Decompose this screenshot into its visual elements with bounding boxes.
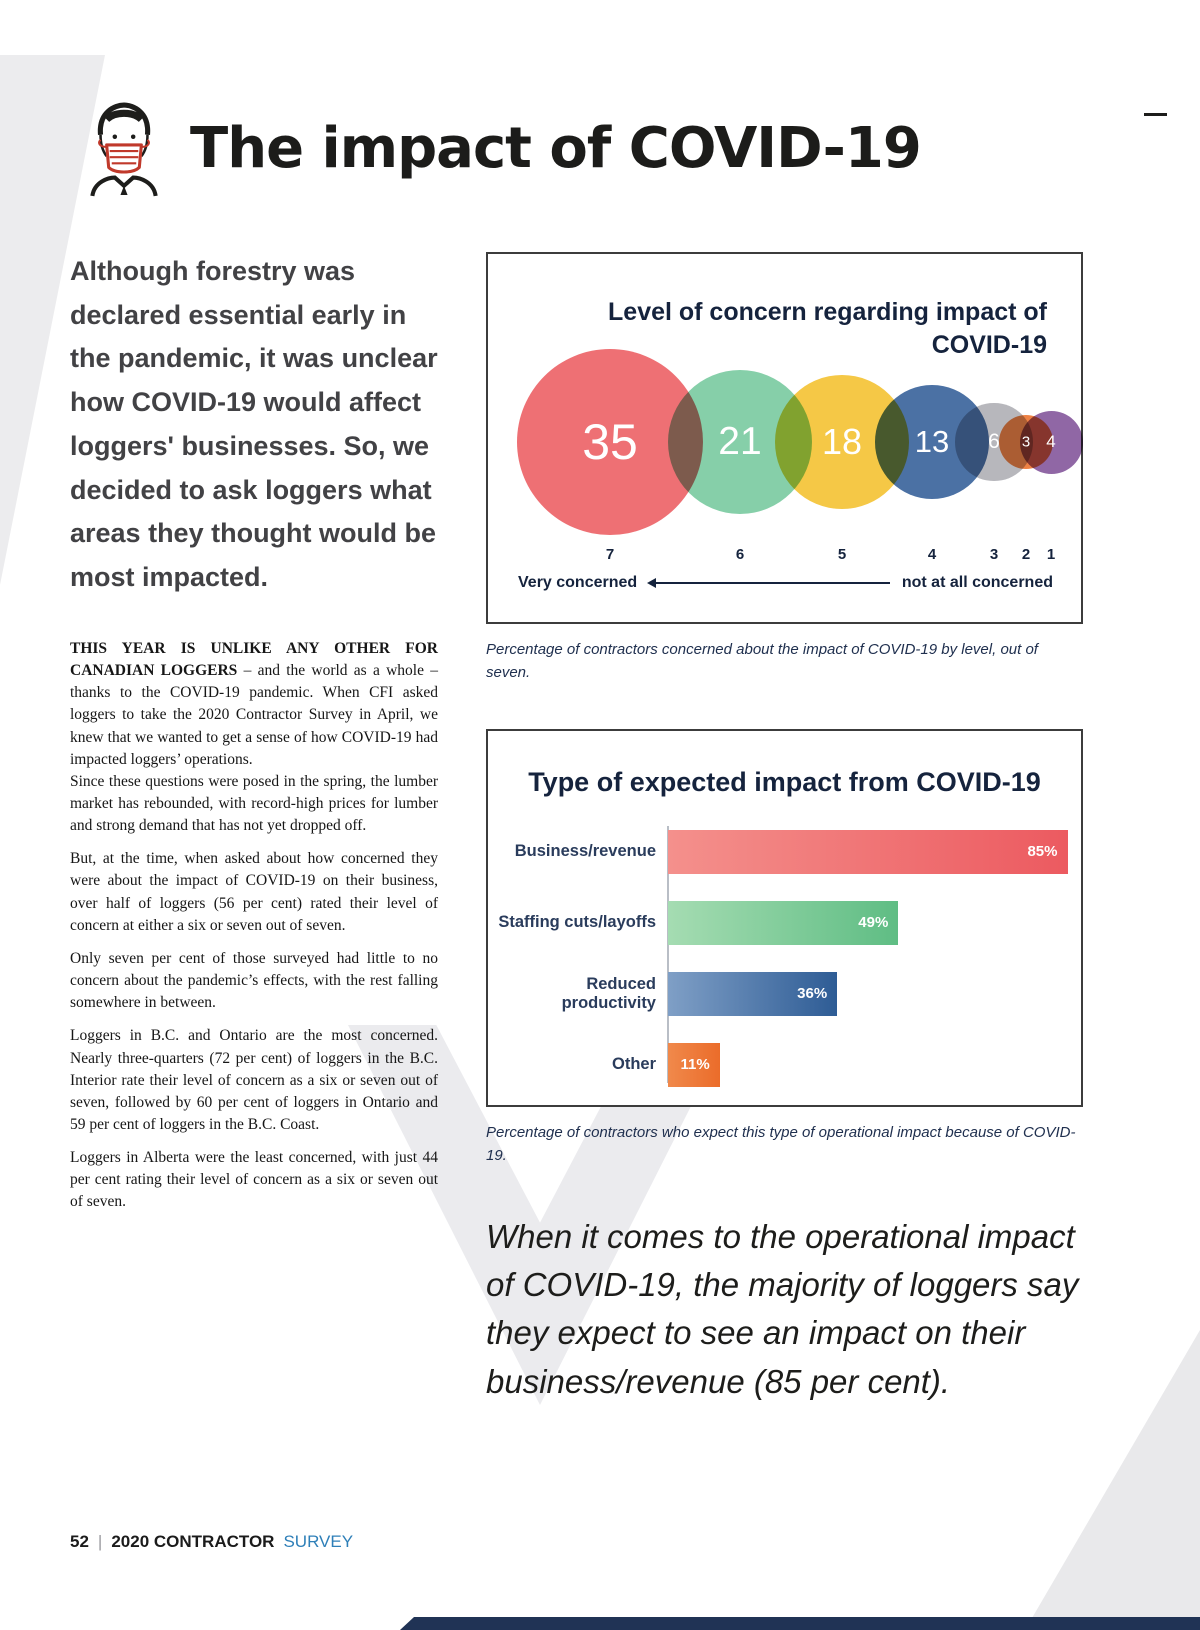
bar-chart-box: Type of expected impact from COVID-19 Bu…	[486, 728, 1083, 1107]
masked-face-icon	[84, 100, 164, 203]
bar-row: Staffing cuts/layoffs 49%	[498, 900, 1081, 945]
body-paragraph: But, at the time, when asked about how c…	[70, 850, 438, 934]
bar: 11%	[668, 1042, 720, 1087]
publication-section: SURVEY	[283, 1532, 354, 1551]
page-footer: 52 | 2020 CONTRACTOR SURVEY	[70, 1532, 353, 1552]
bottom-accent-bar	[400, 1617, 1200, 1630]
bubble-value: 4	[1046, 432, 1056, 451]
body-paragraph: Since these questions were posed in the …	[70, 772, 438, 835]
intro-text: Although forestry was declared essential…	[70, 256, 438, 593]
bubble-axis-tick: 5	[837, 546, 847, 563]
lead-caps-text: THIS YEAR IS UNLIKE ANY OTHER FOR CANADI…	[70, 639, 438, 680]
page-title: The impact of COVID-19	[190, 116, 922, 181]
bar-track: 36%	[668, 971, 1081, 1016]
bubble-axis-tick: 1	[1046, 546, 1056, 563]
bubble-axis-tick: 7	[605, 546, 615, 563]
bar-value-label: 85%	[1027, 843, 1058, 860]
bar: 36%	[668, 971, 838, 1016]
bubble-value: 6	[988, 430, 1000, 453]
bubble-chart-box: Level of concern regarding impact of COV…	[486, 252, 1083, 624]
bubble-plot: 35 21 18 13 6 3 4	[502, 324, 1083, 549]
bar: 85%	[668, 829, 1068, 874]
bubble-axis-legend: Very concerned not at all concerned	[518, 574, 1053, 592]
legend-very-concerned: Very concerned	[518, 574, 638, 591]
pull-quote: When it comes to the operational impact …	[486, 1218, 1079, 1400]
bar: 49%	[668, 900, 899, 945]
body-paragraphs: Since these questions were posed in the …	[70, 771, 438, 1214]
bubble-value: 35	[582, 414, 638, 470]
body-paragraph: Only seven per cent of those surveyed ha…	[70, 949, 438, 1012]
bar-chart-caption: Percentage of contractors who expect thi…	[486, 1123, 1076, 1164]
bubble-axis-tick: 6	[735, 546, 745, 563]
left-arrow-icon	[647, 577, 890, 588]
bubble-axis-tick: 2	[1021, 546, 1031, 563]
bubble-axis-tick: 3	[989, 546, 999, 563]
bar-track: 49%	[668, 900, 1081, 945]
bar-category-label: Business/revenue	[514, 842, 656, 860]
bar-row: Reduced productivity 36%	[562, 971, 1081, 1016]
bar-category-label: Other	[611, 1055, 656, 1073]
body-paragraph: Loggers in B.C. and Ontario are the most…	[70, 1027, 438, 1133]
body-paragraph: Loggers in Alberta were the least concer…	[70, 1149, 438, 1211]
publication-name: 2020 CONTRACTOR	[111, 1532, 275, 1551]
bubble-value: 18	[821, 421, 863, 462]
legend-not-at-all-concerned: not at all concerned	[901, 574, 1053, 591]
right-column: Level of concern regarding impact of COV…	[486, 252, 1083, 1406]
bar-rows: Business/revenue 85% Staffing cuts/layoffs…	[488, 825, 1081, 1087]
bar-value-label: 36%	[797, 985, 828, 1002]
bar-chart-title: Type of expected impact from COVID-19	[528, 766, 1041, 797]
bar-track: 11%	[668, 1042, 1081, 1087]
bubble-chart-caption: Percentage of contractors concerned abou…	[486, 641, 1038, 682]
bar-row: Business/revenue 85%	[515, 829, 1081, 874]
lead-rest-text: – and the world as a whole – thanks to t…	[70, 662, 438, 768]
trim-mark	[1144, 113, 1167, 116]
bar-row: Other 11%	[612, 1042, 1081, 1087]
left-column: Although forestry was declared essential…	[70, 250, 438, 1214]
bubble-value: 21	[718, 420, 762, 463]
bar-category-label: Reduced productivity	[561, 974, 656, 1012]
bubble-value: 13	[914, 424, 950, 459]
bar-axis-line	[667, 825, 669, 1083]
bar-value-label: 11%	[680, 1056, 710, 1073]
bubble-chart-title: Level of concern regarding impact of COV…	[608, 298, 1047, 359]
bar-category-label: Staffing cuts/layoffs	[498, 913, 656, 931]
bubble-axis-tick: 4	[927, 546, 937, 563]
bar-value-label: 49%	[858, 914, 889, 931]
footer-divider: |	[97, 1532, 103, 1551]
page-number: 52	[70, 1532, 89, 1551]
article-body: THIS YEAR IS UNLIKE ANY OTHER FOR CANADI…	[70, 638, 438, 1214]
bubble-level-2	[998, 414, 1054, 470]
bar-track: 85%	[668, 829, 1081, 874]
body-paragraph-lead: THIS YEAR IS UNLIKE ANY OTHER FOR CANADI…	[70, 638, 438, 771]
bubble-value: 3	[1021, 433, 1031, 451]
